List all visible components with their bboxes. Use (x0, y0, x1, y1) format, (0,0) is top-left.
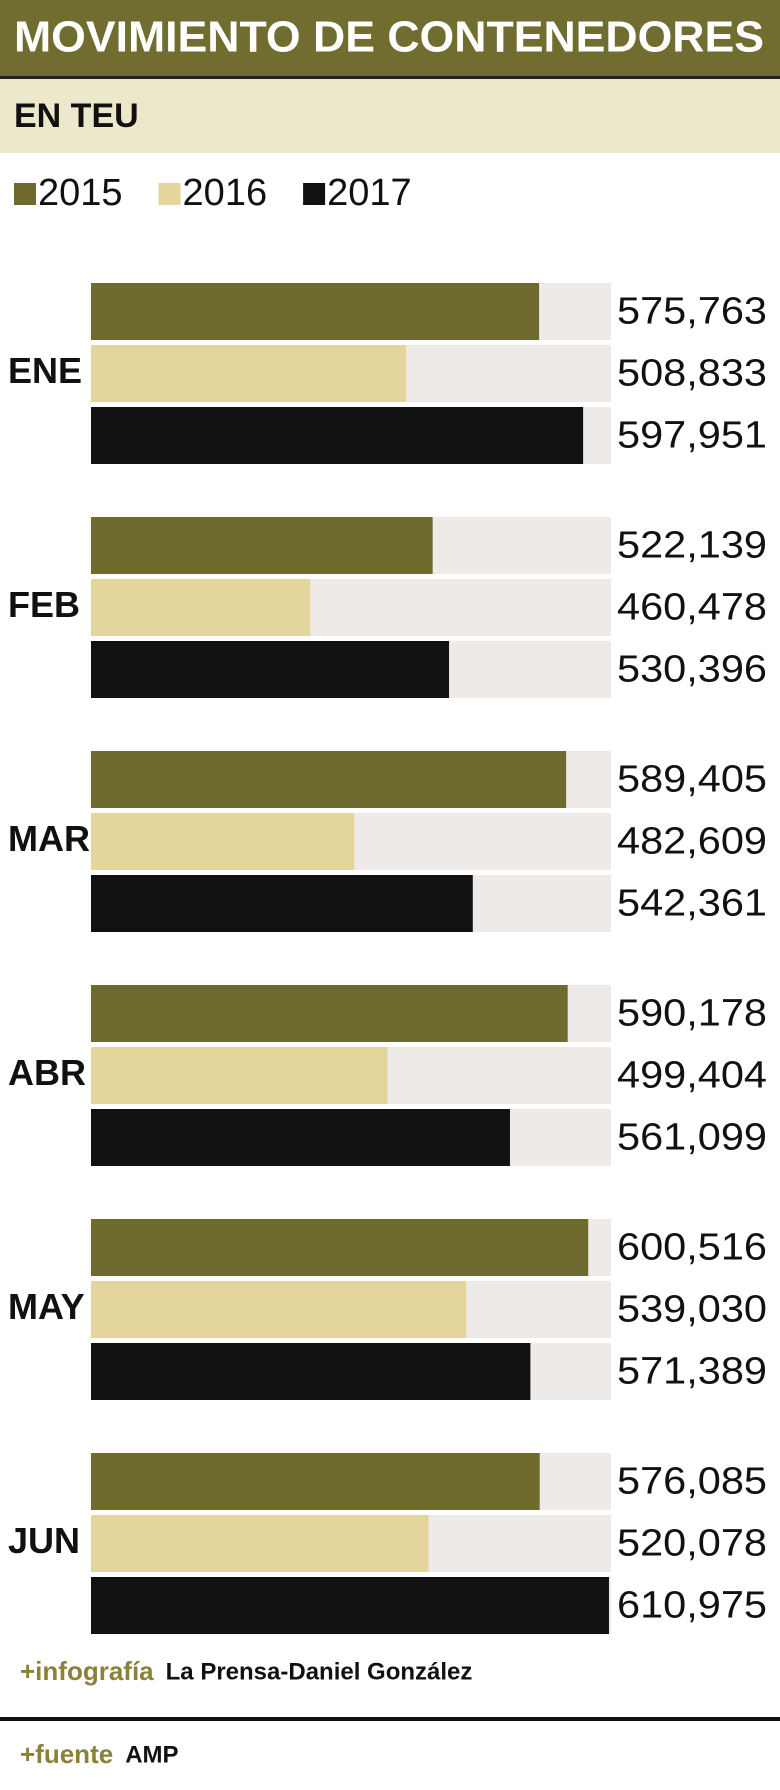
chart-title: MOVIMIENTO DE CONTENEDORES (14, 13, 764, 62)
chart-subtitle: EN TEU (14, 97, 139, 135)
bar (91, 1109, 510, 1166)
title-rule (0, 76, 780, 79)
category-label: ENE (8, 350, 82, 391)
legend-swatch (303, 183, 326, 205)
value-label: 482,609 (617, 821, 767, 863)
bar (91, 1453, 540, 1510)
title-band (0, 0, 780, 76)
bar (91, 1219, 589, 1276)
value-label: 571,389 (617, 1351, 767, 1393)
legend-label: 2016 (183, 172, 268, 214)
value-label: 610,975 (617, 1585, 767, 1627)
bar (91, 813, 355, 870)
value-label: 561,099 (617, 1117, 767, 1159)
legend-label: 2017 (327, 172, 412, 214)
legend-swatch (158, 183, 181, 205)
legend-swatch (14, 183, 36, 205)
category-label: ABR (8, 1052, 86, 1093)
value-label: 530,396 (617, 649, 767, 691)
value-label: 575,763 (617, 291, 767, 333)
bar (91, 345, 407, 402)
bar (91, 579, 311, 636)
value-label: 589,405 (617, 759, 767, 801)
category-label: JUN (8, 1520, 80, 1561)
value-label: 597,951 (617, 415, 767, 457)
bar (91, 1515, 429, 1572)
credit-label: +fuente (20, 1739, 113, 1769)
footer-rule (0, 1717, 780, 1721)
bar (91, 1343, 531, 1400)
category-label: MAY (8, 1286, 85, 1327)
value-label: 539,030 (617, 1289, 767, 1331)
value-label: 508,833 (617, 353, 767, 395)
bar (91, 517, 433, 574)
bar (91, 1577, 609, 1634)
subtitle-band (0, 79, 780, 153)
bar (91, 985, 568, 1042)
value-label: 576,085 (617, 1461, 767, 1503)
bar (91, 751, 567, 808)
credit-label: +infografía (20, 1656, 154, 1686)
category-label: FEB (8, 584, 80, 625)
bar (91, 407, 584, 464)
value-label: 499,404 (617, 1055, 767, 1097)
bar (91, 1281, 467, 1338)
credit-text: La Prensa-Daniel González (166, 1658, 473, 1685)
value-label: 590,178 (617, 993, 767, 1035)
bar (91, 1047, 388, 1104)
bar (91, 641, 450, 698)
value-label: 460,478 (617, 587, 767, 629)
value-label: 542,361 (617, 883, 767, 925)
credit-text: AMP (125, 1741, 178, 1768)
value-label: 522,139 (617, 525, 767, 567)
legend-label: 2015 (38, 172, 123, 214)
bar (91, 875, 473, 932)
category-label: MAR (8, 818, 90, 859)
value-label: 520,078 (617, 1523, 767, 1565)
bar (91, 283, 540, 340)
value-label: 600,516 (617, 1227, 767, 1269)
